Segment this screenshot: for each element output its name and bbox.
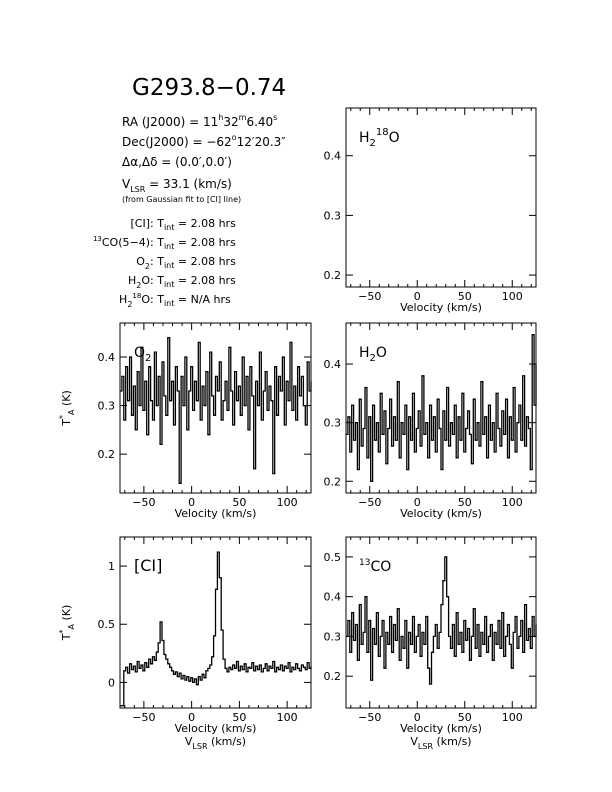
tint-row-label: [CI] [130, 217, 150, 230]
panel-o2: −50 0 50 100 0.2 0.3 0.4 O2 Velocity (km/s) T*A (… [58, 322, 312, 520]
y-tick-label: 0.4 [324, 358, 342, 371]
x-tick-label: −50 [132, 496, 155, 509]
x-axis-label: Velocity (km/s) [175, 722, 257, 735]
spectrum-line [346, 334, 537, 482]
y-tick-label: 0.3 [98, 400, 116, 413]
species-label: H218O [359, 127, 400, 149]
x-tick-label: −50 [358, 496, 381, 509]
species-label: O2 [134, 345, 151, 364]
x-tick-label: 100 [502, 496, 523, 509]
tint-row-label: H2O [128, 274, 150, 290]
y-axis-label: T*A (K) [58, 605, 76, 642]
vlsr-note: (from Gaussian fit to [CI] line) [122, 195, 241, 204]
tint-row-value: : Tint = 2.08 hrs [150, 217, 236, 232]
x-axis-label: Velocity (km/s) [400, 507, 482, 520]
spectrum-line [120, 551, 312, 707]
y-tick-label: 0.5 [324, 551, 342, 564]
x-tick-label: 100 [277, 711, 298, 724]
y-tick-label: 0.3 [324, 630, 342, 643]
x-tick-label: −50 [358, 290, 381, 303]
offset-line: Δα,Δδ = (0.0′,0.0′) [122, 155, 232, 169]
y-tick-label: 0.2 [324, 670, 342, 683]
panel-h2_18o: −50 0 50 100 0.2 0.3 0.4 H218O Velocity (km/s) [324, 107, 537, 314]
species-label: H2O [359, 345, 387, 364]
y-tick-label: 0.4 [324, 150, 342, 163]
panel-co13: −50 0 50 100 0.2 0.3 0.4 0.5 13CO Velocity (km/s)… [324, 536, 537, 751]
species-label: 13CO [359, 558, 391, 575]
x-tick-label: 50 [458, 711, 472, 724]
tint-row-label: H218O [119, 292, 150, 309]
x-axis-label: Velocity (km/s) [400, 722, 482, 735]
spectrum-line [120, 336, 312, 484]
tint-row-value: : Tint = 2.08 hrs [150, 236, 236, 251]
y-axis-label: T*A (K) [58, 390, 76, 427]
plot-frame [119, 536, 312, 709]
plot-frame [345, 536, 537, 709]
tint-row-label: 13CO(5−4) [93, 235, 150, 249]
y-tick-label: 0.5 [98, 618, 116, 631]
y-tick-label: 1 [108, 560, 115, 573]
y-tick-label: 0.2 [324, 269, 342, 282]
x-axis-label-vlsr: VLSR (km/s) [410, 735, 471, 751]
page-title: G293.8−0.74 [132, 75, 286, 101]
dec-line: Dec(J2000) = −62o12′20.3″ [122, 133, 286, 149]
y-tick-label: 0.3 [324, 417, 342, 430]
x-axis-label-vlsr: VLSR (km/s) [185, 735, 246, 751]
x-tick-label: 100 [502, 711, 523, 724]
tint-row-value: : Tint = 2.08 hrs [150, 255, 236, 270]
x-tick-label: −50 [358, 711, 381, 724]
x-tick-label: 0 [188, 496, 195, 509]
panel-h2o: −50 0 50 100 0.2 0.3 0.4 H2O Velocity (km/s) [324, 322, 537, 520]
spectrum-line [346, 556, 537, 685]
plot-frame [119, 322, 312, 494]
y-tick-label: 0.2 [324, 475, 342, 488]
plot-frame [345, 107, 537, 288]
vlsr-line: VLSR = 33.1 (km/s) [122, 177, 232, 194]
panel-ci: −50 0 50 100 0 0.5 1 [CI] Velocity (km/s)VLSR (k… [58, 536, 312, 751]
x-axis-label: Velocity (km/s) [175, 507, 257, 520]
x-tick-label: 50 [232, 496, 246, 509]
y-tick-label: 0 [108, 676, 115, 689]
x-tick-label: 0 [188, 711, 195, 724]
x-tick-label: −50 [132, 711, 155, 724]
ra-line: RA (J2000) = 11h32m6.40s [122, 113, 277, 129]
x-tick-label: 50 [458, 290, 472, 303]
tint-row-label: O2 [136, 255, 150, 271]
y-tick-label: 0.4 [98, 351, 116, 364]
x-tick-label: 0 [414, 290, 421, 303]
species-label: [CI] [134, 556, 162, 575]
x-tick-label: 100 [277, 496, 298, 509]
x-tick-label: 0 [414, 711, 421, 724]
x-axis-label: Velocity (km/s) [400, 301, 482, 314]
x-tick-label: 50 [232, 711, 246, 724]
info-block: RA (J2000) = 11h32m6.40s Dec(J2000) = −6… [93, 113, 286, 309]
y-tick-label: 0.3 [324, 209, 342, 222]
tint-row-value: : Tint = N/A hrs [150, 293, 231, 308]
y-tick-label: 0.2 [98, 448, 116, 461]
x-tick-label: 100 [502, 290, 523, 303]
plot-frame [345, 322, 537, 494]
x-tick-label: 50 [458, 496, 472, 509]
tint-row-value: : Tint = 2.08 hrs [150, 274, 236, 289]
y-tick-label: 0.4 [324, 591, 342, 604]
x-tick-label: 0 [414, 496, 421, 509]
